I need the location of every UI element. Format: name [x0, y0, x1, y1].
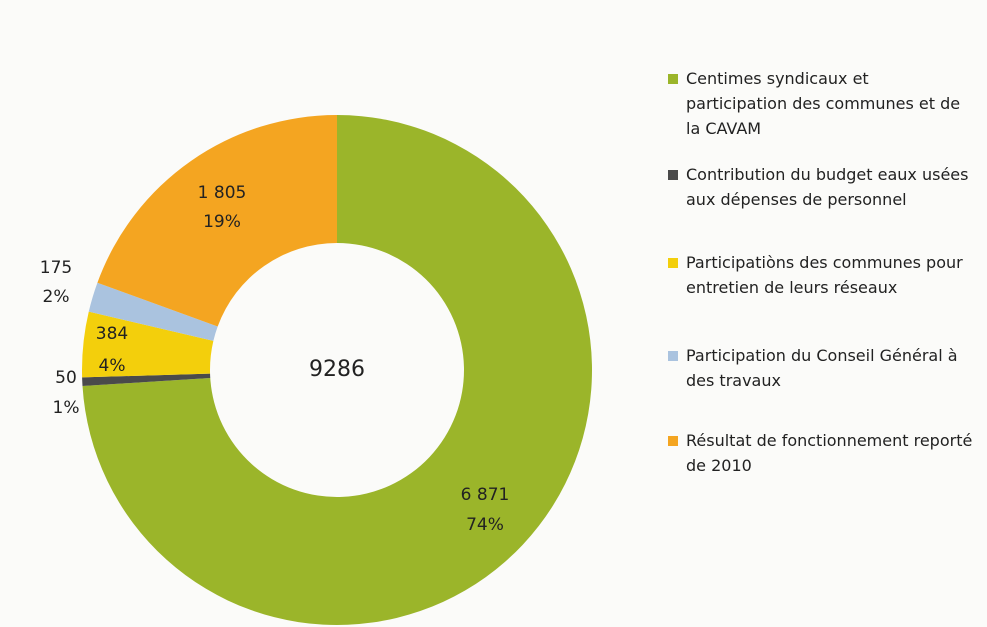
value-label: 50: [55, 368, 77, 388]
value-label: 1 805: [198, 183, 247, 203]
donut-segment: [82, 115, 592, 625]
legend-swatch: [668, 258, 678, 268]
legend-label: Participatiòns des communes pour entreti…: [686, 253, 963, 297]
legend-item: Contribution du budget eaux usées aux dé…: [668, 162, 973, 212]
legend-swatch: [668, 170, 678, 180]
legend-label: Centimes syndicaux et participation des …: [686, 69, 961, 138]
legend-swatch: [668, 436, 678, 446]
legend-item: Centimes syndicaux et participation des …: [668, 66, 973, 141]
center-label: 9286: [309, 357, 365, 382]
percent-label: 1%: [53, 398, 80, 418]
value-label: 6 871: [461, 485, 510, 505]
percent-label: 74%: [466, 515, 504, 535]
donut-segment: [88, 282, 218, 341]
donut-segment: [97, 115, 337, 327]
legend-label: Contribution du budget eaux usées aux dé…: [686, 165, 969, 209]
value-label: 384: [96, 324, 128, 344]
legend-item: Résultat de fonctionnement reporté de 20…: [668, 428, 973, 478]
legend-item: Participatiòns des communes pour entreti…: [668, 250, 973, 300]
legend-swatch: [668, 74, 678, 84]
legend-label: Participation du Conseil Général à des t…: [686, 346, 958, 390]
donut-segment: [82, 373, 211, 386]
percent-label: 2%: [43, 287, 70, 307]
legend-swatch: [668, 351, 678, 361]
legend-item: Participation du Conseil Général à des t…: [668, 343, 973, 393]
percent-label: 19%: [203, 212, 241, 232]
donut-segment: [82, 311, 214, 378]
legend-label: Résultat de fonctionnement reporté de 20…: [686, 431, 973, 475]
percent-label: 4%: [99, 356, 126, 376]
value-label: 175: [40, 258, 72, 278]
